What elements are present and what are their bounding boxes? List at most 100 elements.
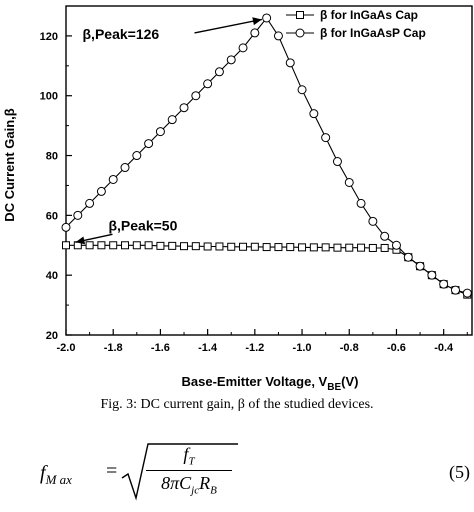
- data-point-circle: [214, 67, 224, 77]
- fraction-denominator: 8πCjcRB: [161, 472, 217, 497]
- x-tick-label: -1.8: [104, 342, 123, 354]
- data-point-circle: [238, 43, 248, 53]
- annotation-2: β,Peak=50: [75, 217, 178, 245]
- arrow-head: [75, 236, 86, 245]
- data-point-circle: [295, 28, 305, 38]
- data-point-circle: [203, 79, 213, 89]
- data-point-square: [380, 243, 389, 252]
- data-point-square: [97, 241, 106, 250]
- data-point-square: [215, 242, 224, 251]
- data-point-circle: [427, 270, 437, 280]
- annotation-layer: β,Peak=126 β,Peak=50: [75, 17, 263, 245]
- data-point-circle: [155, 127, 165, 137]
- y-tick-label: 100: [40, 91, 58, 103]
- data-point-square: [321, 243, 330, 252]
- annotation-arrow: [194, 18, 263, 34]
- data-point-square: [239, 242, 248, 251]
- series-ingaas-cap: [62, 241, 472, 299]
- x-tick-label: -0.8: [340, 342, 359, 354]
- fraction-bar: [146, 469, 232, 471]
- data-point-circle: [250, 28, 260, 38]
- data-point-circle: [61, 222, 71, 232]
- data-point-circle: [439, 279, 449, 289]
- equation-number: (5): [449, 462, 470, 482]
- data-point-square: [298, 243, 307, 252]
- x-axis: -2.0 -1.8 -1.6 -1.4 -1.2 -1.0 -0.8 -0.6 -0.4: [57, 329, 468, 354]
- data-point-circle: [73, 210, 83, 220]
- series-line: [66, 244, 468, 296]
- x-tick-label: -0.6: [387, 342, 406, 354]
- legend: β for InGaAs Cap β for InGaAsP Cap: [286, 8, 426, 40]
- data-point-circle: [226, 55, 236, 65]
- legend-entry: β for InGaAs Cap: [320, 8, 418, 22]
- data-point-square: [121, 241, 130, 250]
- data-point-square: [227, 242, 236, 251]
- series-ingaasp-cap: [61, 13, 472, 298]
- data-point-circle: [344, 177, 354, 187]
- data-point-square: [274, 243, 283, 252]
- data-point-square: [132, 241, 141, 250]
- data-point-square: [203, 242, 212, 251]
- x-tick-label: -1.0: [293, 342, 312, 354]
- data-point-square: [168, 241, 177, 250]
- data-point-circle: [356, 198, 366, 208]
- data-point-square: [368, 243, 377, 252]
- data-point-square: [62, 241, 70, 250]
- data-point-circle: [179, 103, 189, 113]
- equation-equals: =: [106, 460, 118, 482]
- data-point-circle: [297, 85, 307, 95]
- legend-entry: β for InGaAsP Cap: [320, 26, 426, 40]
- data-point-circle: [403, 252, 413, 262]
- equation-5: fM ax = fT 8πCjcRB (5): [40, 440, 470, 510]
- data-point-square: [262, 243, 271, 252]
- data-point-square: [191, 242, 200, 251]
- equation-lhs: fM ax: [40, 462, 72, 487]
- plot-area: [65, 5, 473, 336]
- y-axis-label: DC Current Gain,β: [2, 108, 17, 221]
- figure-caption: Fig. 3: DC current gain, β of the studie…: [100, 397, 374, 412]
- sqrt-symbol: [121, 443, 238, 501]
- y-tick-label: 120: [40, 31, 58, 43]
- x-tick-label: -1.6: [151, 342, 170, 354]
- x-tick-label: -0.4: [434, 342, 454, 354]
- data-point-circle: [309, 109, 319, 119]
- fraction-numerator: fT: [183, 444, 195, 468]
- data-point-square: [156, 241, 165, 250]
- y-tick-label: 80: [46, 151, 58, 163]
- plot-frame: [65, 5, 473, 336]
- data-point-circle: [321, 133, 331, 143]
- data-point-circle: [391, 240, 401, 250]
- data-point-circle: [380, 231, 390, 241]
- data-point-circle: [85, 198, 95, 208]
- annotation-1: β,Peak=126: [83, 17, 263, 42]
- data-point-square: [144, 241, 153, 250]
- annotation-label: β,Peak=126: [83, 26, 160, 42]
- y-axis: 20 40 60 80 100 120: [40, 31, 72, 342]
- data-point-circle: [415, 261, 425, 271]
- data-point-square: [296, 11, 304, 19]
- data-point-circle: [285, 58, 295, 68]
- x-tick-label: -2.0: [57, 342, 76, 354]
- data-point-square: [357, 243, 366, 252]
- data-point-circle: [96, 186, 106, 196]
- data-point-circle: [262, 13, 272, 23]
- data-point-square: [109, 241, 118, 250]
- data-point-square: [85, 241, 94, 250]
- data-point-square: [250, 242, 259, 251]
- arrow-head: [252, 17, 262, 26]
- data-point-circle: [132, 151, 142, 161]
- data-point-square: [345, 243, 354, 252]
- data-point-circle: [120, 163, 130, 173]
- data-point-circle: [167, 115, 177, 125]
- y-tick-label: 60: [46, 210, 58, 222]
- x-axis-label: Base-Emitter Voltage, VBE(V): [182, 374, 359, 393]
- y-tick-label: 40: [46, 270, 58, 282]
- data-point-circle: [108, 174, 118, 184]
- data-point-square: [286, 243, 295, 252]
- equation-fraction: fT 8πCjcRB: [146, 444, 232, 496]
- data-point-circle: [144, 139, 154, 149]
- data-point-circle: [191, 91, 201, 101]
- chart: -2.0 -1.8 -1.6 -1.4 -1.2 -1.0 -0.8 -0.6 -0.4 20 4…: [2, 5, 473, 393]
- series-line: [65, 17, 468, 294]
- x-tick-label: -1.2: [245, 342, 264, 354]
